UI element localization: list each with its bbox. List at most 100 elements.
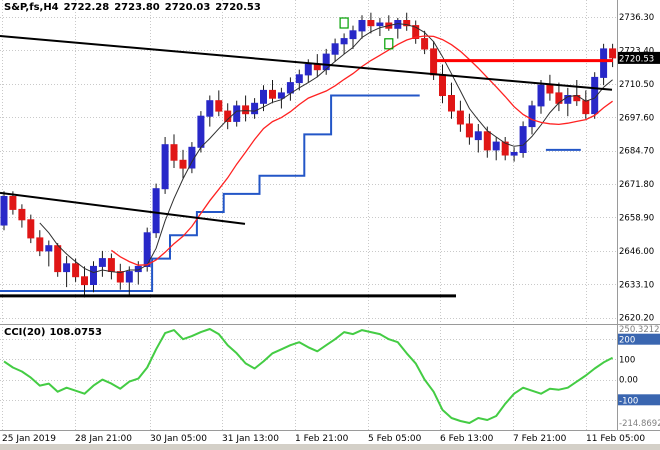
bull-candle xyxy=(510,152,518,156)
time-axis-label: 1 Feb 21:00 xyxy=(295,434,349,444)
bull-candle xyxy=(63,263,71,273)
ohlc-high: 2723.80 xyxy=(114,2,160,13)
bear-candle xyxy=(81,276,88,286)
bear-candle xyxy=(448,95,455,112)
ohlc-low: 2720.03 xyxy=(164,2,211,13)
bear-candle xyxy=(582,100,590,115)
bear-candle xyxy=(72,263,80,278)
bear-candle xyxy=(430,48,438,76)
time-axis-label: 30 Jan 05:00 xyxy=(150,434,207,444)
bull-candle xyxy=(349,30,357,40)
bear-candle xyxy=(403,20,411,27)
bear-candle xyxy=(421,38,429,50)
pattern-marker[interactable] xyxy=(384,38,394,50)
cci-level-tag-text: 200 xyxy=(619,336,635,346)
price-axis-label: 2710.50 xyxy=(619,80,654,90)
bull-candle xyxy=(152,188,160,234)
bull-candle xyxy=(600,48,608,78)
bear-candle xyxy=(27,219,35,239)
current-price-tag xyxy=(618,51,660,64)
time-axis-label: 5 Feb 05:00 xyxy=(368,434,422,444)
cci-axis-label: 100 xyxy=(619,355,635,365)
bull-candle xyxy=(519,126,527,153)
bull-candle xyxy=(295,74,303,84)
pattern-marker[interactable] xyxy=(339,17,349,29)
ohlc-open: 2722.28 xyxy=(63,2,110,13)
price-axis-label: 2658.90 xyxy=(619,214,654,224)
bull-candle xyxy=(358,20,366,32)
bull-candle xyxy=(134,265,142,273)
price-axis-label: 2684.70 xyxy=(619,147,654,157)
bull-candle xyxy=(286,82,294,94)
bull-candle xyxy=(340,38,348,45)
price-axis-label: 2723.40 xyxy=(619,47,654,57)
bull-candle xyxy=(206,100,214,117)
bull-candle xyxy=(98,258,106,267)
cci-line xyxy=(3,328,614,424)
trendline[interactable] xyxy=(0,35,613,91)
bear-candle xyxy=(609,48,617,59)
bear-candle xyxy=(170,144,178,161)
bull-candle xyxy=(492,141,500,151)
bull-candle xyxy=(277,92,285,99)
bull-candle xyxy=(591,76,599,115)
time-axis-label: 11 Feb 05:00 xyxy=(586,434,645,444)
ma-line-13 xyxy=(111,35,613,266)
step-indicator-line xyxy=(0,94,581,292)
bear-candle xyxy=(456,110,464,125)
bull-candle xyxy=(474,131,482,141)
window-footer-strip xyxy=(0,444,660,450)
bull-candle xyxy=(304,64,312,76)
bear-candle xyxy=(9,196,17,210)
time-axis-label: 25 Jan 2019 xyxy=(2,434,56,444)
bear-candle xyxy=(18,208,26,221)
bear-candle xyxy=(269,89,276,99)
trendline[interactable] xyxy=(0,191,246,225)
bear-candle xyxy=(179,159,187,169)
price-axis-panel xyxy=(617,0,660,450)
bull-candle xyxy=(0,196,8,226)
cci-name: CCI(20) xyxy=(4,327,46,338)
bull-candle xyxy=(143,232,151,268)
bull-candle xyxy=(528,105,536,128)
cci-level-tag xyxy=(618,394,660,406)
bull-candle xyxy=(90,265,97,285)
bear-candle xyxy=(313,64,321,71)
cci-max-label: 250.3212 xyxy=(619,325,660,335)
bull-candle xyxy=(376,22,384,27)
cci-level-tag-text: -100 xyxy=(619,396,638,406)
price-axis-label: 2646.00 xyxy=(619,247,654,257)
cci-level-tag xyxy=(618,333,660,345)
bull-candle xyxy=(251,102,259,115)
bear-candle xyxy=(215,100,223,112)
bear-candle xyxy=(501,141,509,156)
time-axis-label: 31 Jan 13:00 xyxy=(222,434,279,444)
price-axis-label: 2671.80 xyxy=(619,180,654,190)
symbol-name: S&P,fs,H4 xyxy=(4,2,59,13)
bull-candle xyxy=(45,245,53,252)
cci-axis-label: 0.00 xyxy=(619,376,638,386)
ohlc-close: 2720.53 xyxy=(215,2,261,13)
cci-min-label: -214.8692 xyxy=(619,419,660,429)
price-axis-label: 2620.20 xyxy=(619,314,654,324)
bear-candle xyxy=(36,237,44,252)
cci-value: 108.0753 xyxy=(49,327,102,338)
time-axis-label: 7 Feb 21:00 xyxy=(513,434,567,444)
bull-candle xyxy=(161,144,169,190)
bull-candle xyxy=(537,84,545,107)
bear-candle xyxy=(242,105,250,115)
price-axis-label: 2736.30 xyxy=(619,13,654,23)
symbol-ohlc-label: S&P,fs,H4 2722.28 2723.80 2720.03 2720.53 xyxy=(4,2,266,13)
bull-candle xyxy=(331,43,339,55)
bear-candle xyxy=(107,258,115,273)
bear-candle xyxy=(412,25,420,39)
time-axis-label: 28 Jan 21:00 xyxy=(75,434,132,444)
bull-candle xyxy=(197,115,205,148)
bear-candle xyxy=(367,20,375,27)
bull-candle xyxy=(125,271,133,283)
bear-candle xyxy=(116,271,124,283)
bear-candle xyxy=(439,74,446,97)
price-axis-label: 2697.60 xyxy=(619,113,654,123)
